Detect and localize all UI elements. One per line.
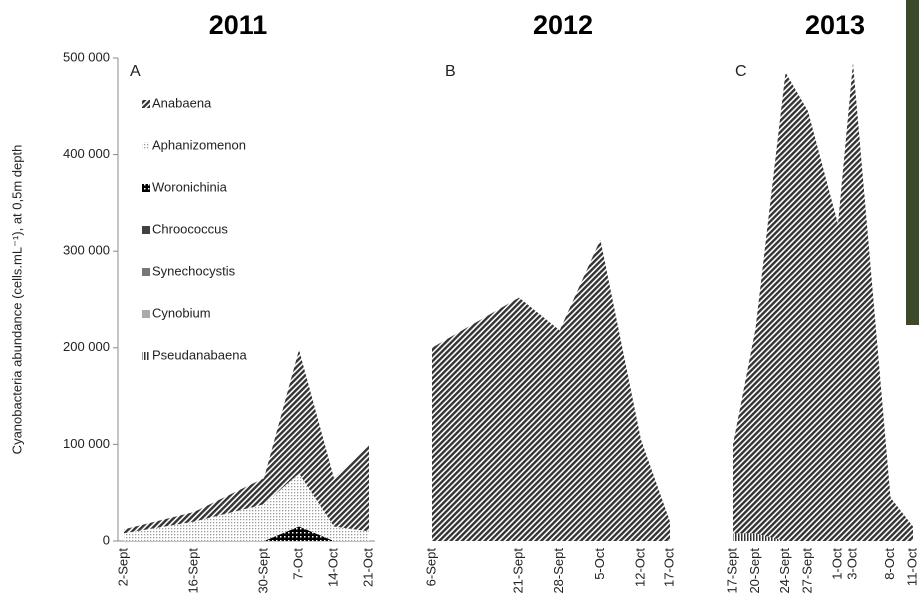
legend-swatch bbox=[142, 100, 150, 108]
panel-label: A bbox=[130, 63, 141, 80]
legend-swatch bbox=[142, 268, 150, 276]
x-tick-label: 20-Sept bbox=[747, 548, 762, 594]
x-tick-label: 1-Oct bbox=[829, 548, 844, 580]
x-tick-label: 6-Sept bbox=[423, 548, 438, 587]
x-tick-label: 5-Oct bbox=[592, 548, 607, 580]
panel-label: C bbox=[735, 63, 747, 80]
chart-title: 2013 bbox=[805, 10, 865, 40]
x-tick-label: 8-Oct bbox=[882, 548, 897, 580]
x-tick-label: 30-Sept bbox=[255, 548, 270, 594]
area bbox=[124, 350, 369, 534]
x-tick-label: 17-Sept bbox=[724, 548, 739, 594]
area bbox=[733, 63, 913, 541]
x-tick-label: 17-Oct bbox=[661, 548, 676, 587]
legend-swatch bbox=[142, 226, 150, 234]
photo-edge bbox=[906, 0, 919, 325]
y-tick-label: 300 000 bbox=[63, 243, 110, 258]
x-tick-label: 14-Oct bbox=[325, 548, 340, 587]
y-axis-label: Cyanobacteria abundance (cells.mL⁻¹), at… bbox=[9, 145, 24, 455]
x-tick-label: 12-Oct bbox=[632, 548, 647, 587]
legend-swatch bbox=[142, 352, 150, 360]
legend-label: Chroococcus bbox=[152, 221, 228, 236]
legend-swatch bbox=[142, 184, 150, 192]
x-tick-label: 21-Sept bbox=[511, 548, 526, 594]
x-tick-label: 28-Sept bbox=[551, 548, 566, 594]
legend-label: Pseudanabaena bbox=[152, 347, 247, 362]
x-tick-label: 16-Sept bbox=[185, 548, 200, 594]
x-tick-label: 21-Oct bbox=[360, 548, 375, 587]
legend-label: Anabaena bbox=[152, 95, 212, 110]
x-tick-label: 3-Oct bbox=[844, 548, 859, 580]
y-tick-label: 400 000 bbox=[63, 146, 110, 161]
x-tick-label: 11-Oct bbox=[904, 548, 919, 586]
x-tick-label: 24-Sept bbox=[777, 548, 792, 594]
x-tick-label: 27-Sept bbox=[799, 548, 814, 594]
x-tick-label: 2-Sept bbox=[115, 548, 130, 587]
legend-swatch bbox=[142, 310, 150, 318]
x-tick-label: 7-Oct bbox=[290, 548, 305, 580]
legend-swatch bbox=[142, 142, 150, 150]
chart-title: 2012 bbox=[533, 10, 593, 40]
legend-label: Synechocystis bbox=[152, 263, 236, 278]
area bbox=[432, 240, 670, 541]
y-tick-label: 200 000 bbox=[63, 339, 110, 354]
y-tick-label: 500 000 bbox=[63, 49, 110, 64]
legend-label: Woronichinia bbox=[152, 179, 228, 194]
chart-title: 2011 bbox=[209, 10, 268, 40]
panel-label: B bbox=[445, 63, 456, 80]
y-tick-label: 0 bbox=[103, 532, 110, 547]
chart: 2011 A 0 100 000 200 000 300 000 400 000 500 00… bbox=[0, 0, 919, 608]
y-tick-label: 100 000 bbox=[63, 436, 110, 451]
legend-label: Cynobium bbox=[152, 305, 211, 320]
legend-label: Aphanizomenon bbox=[152, 137, 246, 152]
